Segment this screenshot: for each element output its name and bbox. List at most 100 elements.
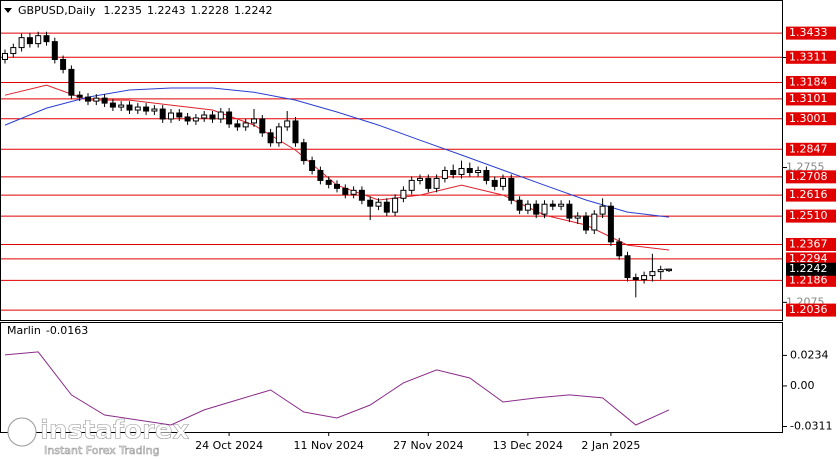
candle-body: [101, 97, 108, 104]
candle-body: [541, 203, 548, 215]
candle-body: [284, 120, 291, 128]
candle-body: [566, 203, 573, 219]
price-box: [786, 262, 836, 276]
candle-body: [657, 269, 664, 273]
candle-body: [383, 201, 390, 213]
candle-body: [26, 37, 33, 45]
oscillator-name: Marlin: [7, 324, 41, 337]
chart-header: GBPUSD,Daily 1.2235 1.2243 1.2228 1.2242: [18, 4, 273, 17]
oscillator-panel: [0, 322, 783, 433]
candle-body: [151, 108, 158, 112]
level-box: [786, 273, 836, 287]
candle-body: [209, 114, 216, 120]
y-tick-label: 0.0234: [790, 348, 829, 361]
candle-body: [275, 126, 282, 144]
candle-body: [85, 96, 91, 102]
candle-body: [558, 203, 565, 207]
candle-body: [309, 160, 316, 172]
oscillator-header: Marlin -0.0163: [7, 324, 88, 337]
candle-body: [450, 170, 457, 175]
candle-body: [334, 183, 340, 189]
level-label: 1.2510: [789, 209, 828, 222]
candle-body: [491, 179, 498, 187]
level-box: [786, 26, 836, 40]
level-box: [786, 188, 836, 202]
candle-body: [641, 275, 648, 281]
candle-body: [508, 177, 515, 201]
candle-body: [408, 179, 415, 191]
x-tick-label: 13 Dec 2024: [493, 439, 563, 452]
level-box: [786, 92, 836, 106]
candle-body: [599, 205, 606, 215]
candle-body: [533, 203, 540, 215]
candle-body: [500, 177, 506, 187]
candle-body: [392, 197, 399, 213]
candle-body: [624, 255, 631, 279]
candle-body: [143, 106, 150, 112]
level-label: 1.2847: [789, 142, 828, 155]
level-box: [786, 237, 836, 251]
candle-body: [649, 271, 656, 277]
level-box: [786, 112, 836, 126]
moving-average: [4, 87, 670, 218]
level-label: 1.2367: [789, 237, 828, 250]
y-tick-label: -0.0311: [790, 420, 832, 433]
candle-body: [60, 58, 67, 70]
level-label: 1.2708: [789, 170, 828, 183]
price-label: 1.2242: [789, 262, 828, 275]
level-box: [786, 252, 836, 266]
candle-body: [425, 177, 432, 189]
y-tick-label: 0.00: [790, 379, 815, 392]
level-label: 1.3101: [789, 92, 828, 105]
brand: instaforex: [40, 416, 190, 446]
oscillator-line: [4, 351, 670, 426]
candle-body: [400, 189, 407, 199]
tagline: Instant Forex Trading: [44, 444, 160, 457]
candle-body: [118, 104, 125, 108]
level-label: 1.3433: [789, 26, 828, 39]
candle-body: [226, 111, 233, 125]
candle-body: [2, 53, 8, 60]
low-value: 1.2228: [191, 4, 230, 17]
level-label: 1.3001: [789, 112, 828, 125]
x-tick-label: 24 Oct 2024: [195, 439, 263, 452]
level-label: 1.2036: [789, 303, 828, 316]
candle-body: [184, 116, 191, 122]
x-tick-label: 27 Nov 2024: [393, 439, 463, 452]
level-box: [786, 170, 836, 184]
candle-body: [134, 106, 141, 111]
oscillator-value: -0.0163: [46, 324, 88, 337]
candle-body: [126, 104, 133, 111]
candle-body: [201, 114, 208, 119]
logo: [7, 417, 37, 447]
candle-body: [350, 189, 357, 195]
level-label: 1.2616: [789, 188, 828, 201]
candle-body: [417, 177, 423, 181]
candle-body: [251, 118, 257, 124]
candle-body: [458, 168, 465, 175]
x-tick-label: 2 Jan 2025: [581, 439, 640, 452]
symbol: GBPUSD,Daily: [18, 4, 96, 17]
level-box: [786, 50, 836, 64]
candle-body: [68, 68, 75, 96]
candle-body: [18, 37, 25, 49]
watermark: instaforex Instant Forex Trading: [7, 415, 190, 457]
candle-body: [76, 94, 83, 98]
high-value: 1.2243: [147, 4, 186, 17]
candle-body: [466, 168, 473, 173]
candle-body: [607, 205, 614, 243]
main-panel: [0, 0, 783, 321]
candle-body: [358, 189, 365, 201]
x-tick-label: 11 Nov 2024: [293, 439, 363, 452]
candle-body: [375, 201, 382, 207]
candle-body: [483, 170, 490, 181]
open-value: 1.2235: [104, 4, 143, 17]
candle-body: [109, 102, 116, 108]
candle-body: [176, 112, 183, 118]
candle-body: [292, 120, 299, 144]
candle-body: [35, 35, 42, 45]
level-box: [786, 142, 836, 156]
menu-icon: [4, 8, 12, 13]
candle-body: [325, 179, 332, 185]
